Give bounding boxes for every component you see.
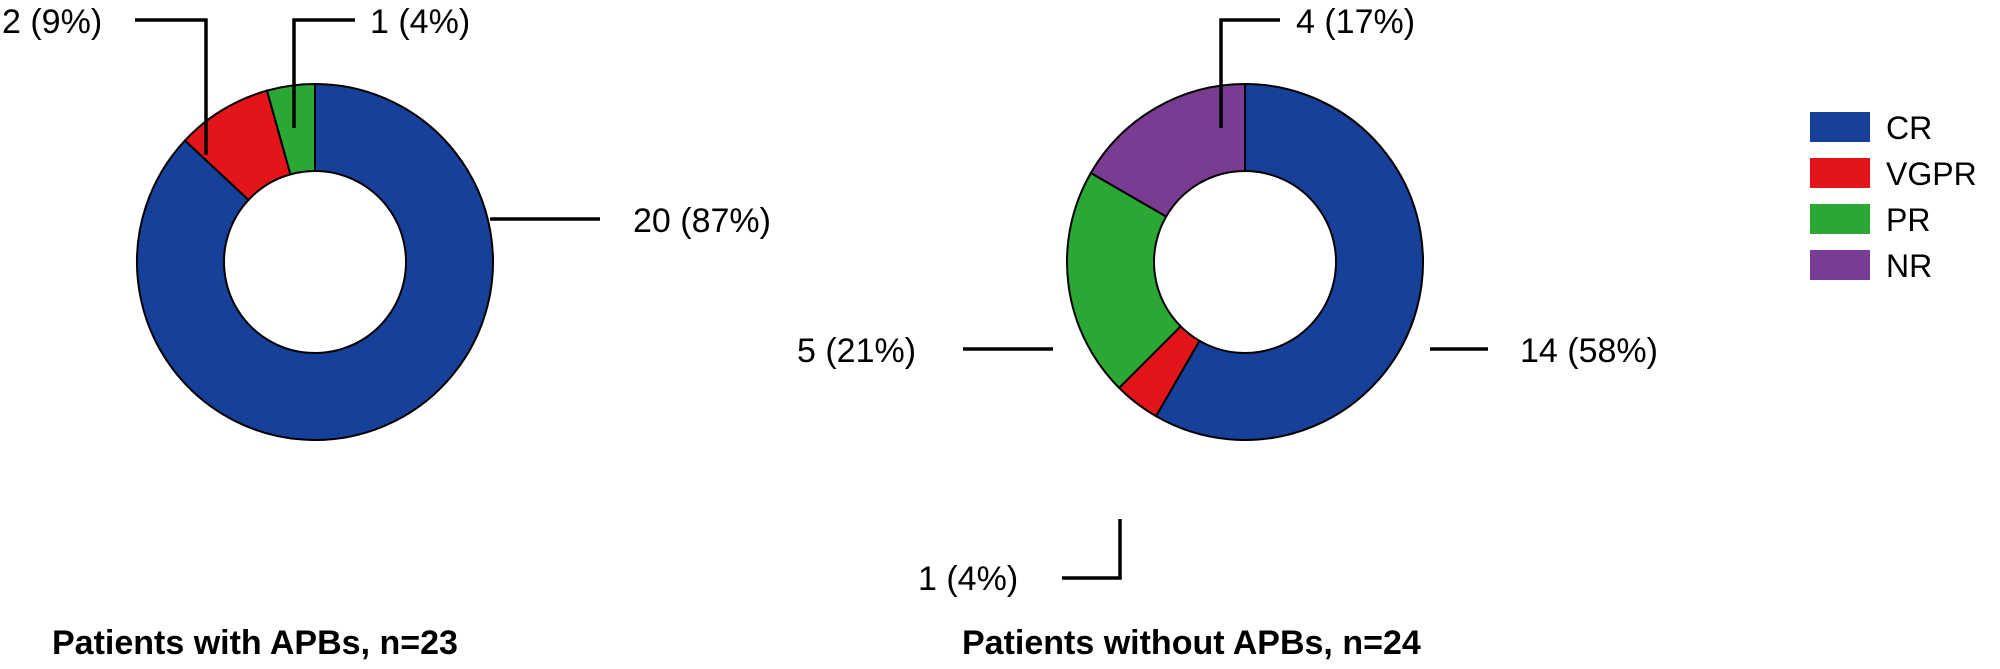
- leader-line-vgpr: [135, 18, 208, 155]
- leader-line-pr: [292, 18, 355, 128]
- donut-slice-pr: [265, 82, 316, 176]
- donut-slice-cr: [136, 82, 494, 441]
- legend-item-cr: CR: [1810, 110, 1932, 146]
- donut-chart-without-apbs: 14 (58%) 1 (4%) 5 (21%) 4 (17%) Patients…: [797, 3, 1658, 662]
- chart-title-with-apbs: Patients with APBs, n=23: [52, 624, 458, 662]
- legend-swatch-cr: [1810, 112, 1870, 142]
- legend-item-pr: PR: [1810, 202, 1930, 238]
- donut-slice-pr: [1066, 171, 1183, 390]
- donut-slice-nr: [1089, 82, 1246, 218]
- legend-swatch-vgpr: [1810, 158, 1870, 188]
- donut-chart-with-apbs: 20 (87%) 2 (9%) 1 (4%) Patients with APB…: [2, 3, 771, 662]
- slice-label-vgpr: 2 (9%): [2, 3, 102, 41]
- slice-label-pr: 1 (4%): [370, 3, 470, 41]
- legend-swatch-pr: [1810, 204, 1870, 234]
- chart-title-without-apbs: Patients without APBs, n=24: [962, 624, 1421, 662]
- leader-line-nr: [1219, 18, 1280, 128]
- slice-label-pr: 5 (21%): [797, 332, 916, 370]
- legend-label-nr: NR: [1886, 248, 1932, 284]
- legend-label-cr: CR: [1886, 110, 1932, 146]
- slice-label-nr: 4 (17%): [1296, 3, 1415, 41]
- slice-label-cr: 14 (58%): [1520, 332, 1658, 370]
- legend: CR VGPR PR NR: [1810, 110, 1977, 284]
- legend-item-vgpr: VGPR: [1810, 156, 1977, 192]
- slice-label-cr: 20 (87%): [633, 202, 771, 240]
- slice-label-vgpr: 1 (4%): [918, 560, 1018, 598]
- donut-slice-cr: [1154, 82, 1424, 441]
- leader-line-vgpr: [1062, 519, 1122, 580]
- legend-label-vgpr: VGPR: [1886, 156, 1977, 192]
- legend-swatch-nr: [1810, 250, 1870, 280]
- donut-slices: [136, 82, 494, 441]
- legend-item-nr: NR: [1810, 248, 1932, 284]
- donut-slices: [1066, 82, 1424, 441]
- legend-label-pr: PR: [1886, 202, 1930, 238]
